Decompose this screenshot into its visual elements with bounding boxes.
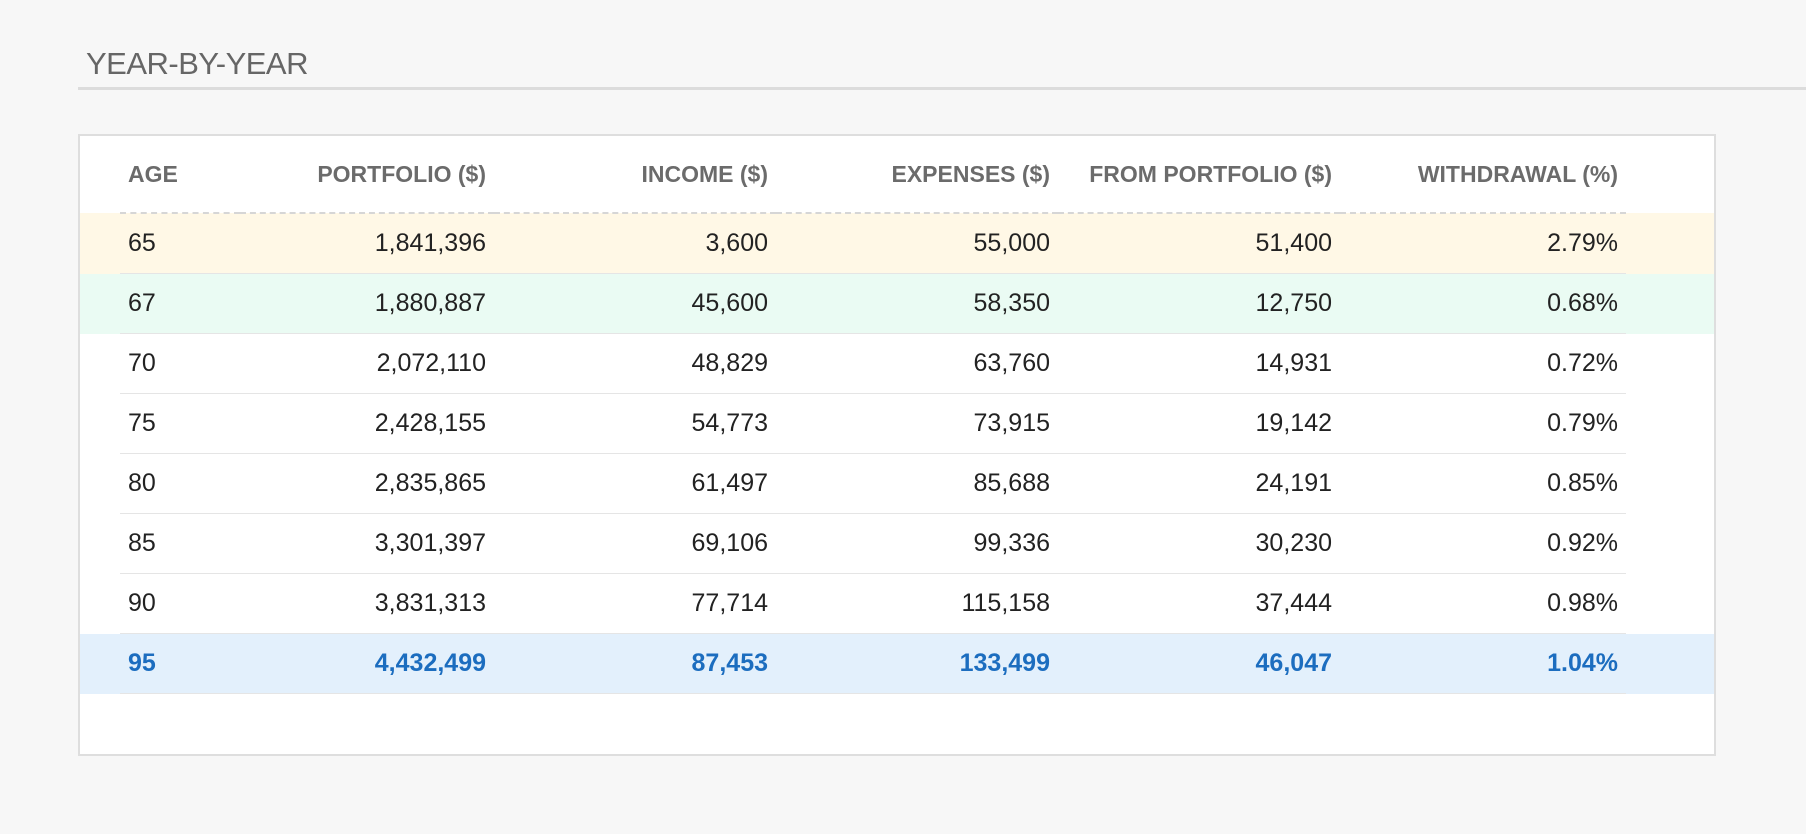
table-row: 90 3,831,313 77,714 115,158 37,444 0.98% bbox=[80, 573, 1714, 634]
cell-age: 80 bbox=[120, 453, 240, 514]
cell-expenses: 55,000 bbox=[776, 213, 1058, 274]
column-header-from-portfolio: FROM PORTFOLIO ($) bbox=[1058, 136, 1340, 214]
table-row: 85 3,301,397 69,106 99,336 30,230 0.92% bbox=[80, 513, 1714, 574]
cell-age: 67 bbox=[120, 273, 240, 334]
cell-withdrawal: 0.79% bbox=[1340, 393, 1626, 454]
table-row: 80 2,835,865 61,497 85,688 24,191 0.85% bbox=[80, 453, 1714, 514]
cell-withdrawal: 0.85% bbox=[1340, 453, 1626, 514]
cell-age: 95 bbox=[120, 633, 240, 694]
cell-portfolio: 2,072,110 bbox=[240, 333, 494, 394]
cell-age: 75 bbox=[120, 393, 240, 454]
cell-from-portfolio: 30,230 bbox=[1058, 513, 1340, 574]
column-header-income: INCOME ($) bbox=[494, 136, 776, 214]
column-header-withdrawal: WITHDRAWAL (%) bbox=[1340, 136, 1626, 214]
cell-portfolio: 4,432,499 bbox=[240, 633, 494, 694]
cell-income: 45,600 bbox=[494, 273, 776, 334]
cell-expenses: 63,760 bbox=[776, 333, 1058, 394]
table-row: 70 2,072,110 48,829 63,760 14,931 0.72% bbox=[80, 333, 1714, 394]
cell-portfolio: 1,880,887 bbox=[240, 273, 494, 334]
table-row: 75 2,428,155 54,773 73,915 19,142 0.79% bbox=[80, 393, 1714, 454]
cell-portfolio: 2,835,865 bbox=[240, 453, 494, 514]
cell-portfolio: 1,841,396 bbox=[240, 213, 494, 274]
cell-withdrawal: 2.79% bbox=[1340, 213, 1626, 274]
table-body: 65 1,841,396 3,600 55,000 51,400 2.79% 67 1,880… bbox=[80, 213, 1714, 694]
cell-expenses: 85,688 bbox=[776, 453, 1058, 514]
cell-from-portfolio: 24,191 bbox=[1058, 453, 1340, 514]
cell-from-portfolio: 37,444 bbox=[1058, 573, 1340, 634]
cell-portfolio: 2,428,155 bbox=[240, 393, 494, 454]
cell-income: 61,497 bbox=[494, 453, 776, 514]
column-header-age: AGE bbox=[120, 136, 240, 214]
cell-withdrawal: 0.72% bbox=[1340, 333, 1626, 394]
column-header-expenses: EXPENSES ($) bbox=[776, 136, 1058, 214]
table-row: 95 4,432,499 87,453 133,499 46,047 1.04% bbox=[80, 633, 1714, 694]
cell-withdrawal: 0.98% bbox=[1340, 573, 1626, 634]
cell-from-portfolio: 46,047 bbox=[1058, 633, 1340, 694]
cell-expenses: 99,336 bbox=[776, 513, 1058, 574]
cell-withdrawal: 0.68% bbox=[1340, 273, 1626, 334]
cell-from-portfolio: 51,400 bbox=[1058, 213, 1340, 274]
cell-income: 69,106 bbox=[494, 513, 776, 574]
cell-withdrawal: 1.04% bbox=[1340, 633, 1626, 694]
table-header-row: AGE PORTFOLIO ($) INCOME ($) EXPENSES ($… bbox=[80, 136, 1714, 214]
cell-age: 70 bbox=[120, 333, 240, 394]
cell-age: 65 bbox=[120, 213, 240, 274]
table-row: 67 1,880,887 45,600 58,350 12,750 0.68% bbox=[80, 273, 1714, 334]
cell-expenses: 73,915 bbox=[776, 393, 1058, 454]
cell-income: 77,714 bbox=[494, 573, 776, 634]
column-header-portfolio: PORTFOLIO ($) bbox=[240, 136, 494, 214]
cell-expenses: 58,350 bbox=[776, 273, 1058, 334]
table-row: 65 1,841,396 3,600 55,000 51,400 2.79% bbox=[80, 213, 1714, 274]
section-header: YEAR-BY-YEAR bbox=[78, 38, 1806, 90]
year-by-year-card: AGE PORTFOLIO ($) INCOME ($) EXPENSES ($… bbox=[78, 134, 1716, 756]
cell-age: 85 bbox=[120, 513, 240, 574]
cell-from-portfolio: 19,142 bbox=[1058, 393, 1340, 454]
cell-income: 54,773 bbox=[494, 393, 776, 454]
cell-withdrawal: 0.92% bbox=[1340, 513, 1626, 574]
cell-expenses: 133,499 bbox=[776, 633, 1058, 694]
cell-portfolio: 3,831,313 bbox=[240, 573, 494, 634]
cell-from-portfolio: 12,750 bbox=[1058, 273, 1340, 334]
cell-income: 48,829 bbox=[494, 333, 776, 394]
year-by-year-table: AGE PORTFOLIO ($) INCOME ($) EXPENSES ($… bbox=[80, 136, 1714, 694]
cell-age: 90 bbox=[120, 573, 240, 634]
cell-from-portfolio: 14,931 bbox=[1058, 333, 1340, 394]
cell-income: 3,600 bbox=[494, 213, 776, 274]
cell-expenses: 115,158 bbox=[776, 573, 1058, 634]
cell-portfolio: 3,301,397 bbox=[240, 513, 494, 574]
cell-income: 87,453 bbox=[494, 633, 776, 694]
section-title: YEAR-BY-YEAR bbox=[86, 46, 309, 81]
